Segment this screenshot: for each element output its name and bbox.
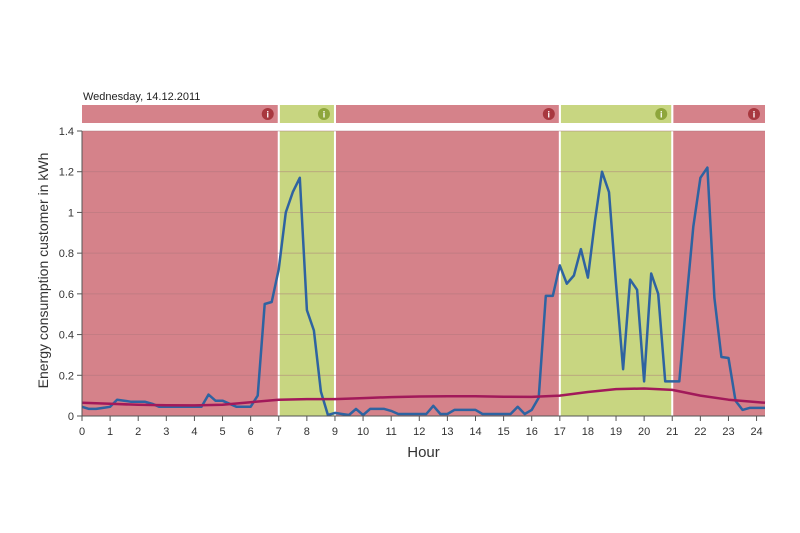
info-icon-circle (748, 108, 760, 120)
info-icon[interactable]: i (655, 108, 668, 120)
info-icon[interactable]: i (261, 108, 274, 120)
x-tick-label: 6 (248, 426, 254, 438)
y-tick-label: 1.2 (59, 167, 74, 179)
y-tick-label: 0.2 (59, 370, 74, 382)
x-tick-label: 4 (191, 426, 197, 438)
x-tick-label: 24 (750, 426, 762, 438)
x-tick-label: 22 (694, 426, 706, 438)
x-tick-label: 19 (610, 426, 622, 438)
y-tick-label: 0 (68, 411, 74, 423)
period-band-good (278, 131, 335, 416)
x-tick-label: 18 (582, 426, 594, 438)
x-tick-label: 16 (526, 426, 538, 438)
info-icon[interactable]: i (542, 108, 555, 120)
y-tick-label: 0.8 (59, 248, 74, 260)
y-tick-label: 1 (68, 207, 74, 219)
grid-lines (82, 130, 765, 376)
info-icon[interactable]: i (317, 108, 330, 120)
x-tick-label: 7 (276, 426, 282, 438)
x-tick-label: 20 (638, 426, 650, 438)
status-segment-good (560, 105, 673, 123)
status-segment-bad (82, 105, 279, 123)
info-icon[interactable]: i (748, 108, 760, 120)
x-tick-label: 12 (413, 426, 425, 438)
x-tick-label: 3 (163, 426, 169, 438)
period-band-bad (82, 131, 279, 416)
x-tick-label: 11 (385, 426, 396, 438)
average-line (81, 387, 766, 407)
info-icon-circle (317, 108, 330, 120)
date-label: Wednesday, 14.12.2011 (83, 91, 201, 103)
consumption-line (81, 166, 765, 417)
info-icon-glyph: i (323, 110, 326, 120)
x-tick-label: 5 (219, 426, 225, 438)
x-tick-label: 10 (357, 426, 369, 438)
info-icon-circle (261, 108, 274, 120)
info-icon-circle (655, 108, 668, 120)
period-bands (82, 105, 765, 416)
series-lines (81, 166, 766, 417)
info-icon-circle (542, 108, 555, 120)
x-tick-label: 1 (107, 426, 113, 438)
period-band-bad (334, 131, 560, 416)
status-segment-bad (335, 105, 560, 123)
status-segment-bad (673, 105, 765, 123)
x-tick-label: 15 (497, 426, 509, 438)
x-axis-title: Hour (407, 444, 440, 461)
y-tick-label: 0.6 (59, 289, 74, 301)
info-icon-glyph: i (266, 110, 269, 120)
x-tick-label: 13 (441, 426, 453, 438)
y-axis-title: Energy consumption customer in kWh (35, 153, 51, 389)
x-tick-label: 17 (554, 426, 566, 438)
y-tick-label: 1.4 (59, 126, 74, 138)
x-tick-label: 0 (79, 426, 85, 438)
x-tick-label: 21 (666, 426, 678, 438)
period-band-bad (672, 131, 765, 416)
x-tick-label: 2 (135, 426, 141, 438)
axes: 0 1 2 3 4 5 6 7 8 9 10 11 12 13 14 15 16 17 18 19 20 21 22 23 24… (35, 126, 765, 461)
x-tick-label: 23 (722, 426, 734, 438)
x-tick-label: 8 (304, 426, 310, 438)
info-icon-glyph: i (660, 110, 663, 120)
y-tick-label: 0.4 (59, 330, 74, 342)
x-tick-label: 9 (332, 426, 338, 438)
info-icon-glyph: i (753, 110, 756, 120)
x-tick-label: 14 (469, 426, 481, 438)
info-icon-glyph: i (548, 110, 551, 120)
